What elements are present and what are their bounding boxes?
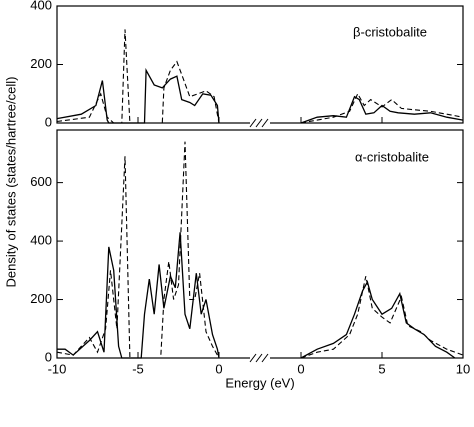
panel-label: α-cristobalite xyxy=(355,149,429,164)
x-tick-label: 10 xyxy=(456,361,470,376)
axis-break xyxy=(255,353,263,363)
y-tick-label: 0 xyxy=(45,349,52,364)
axis-break xyxy=(261,353,269,363)
dos-line xyxy=(57,232,220,359)
y-tick-label: 400 xyxy=(30,233,52,248)
axis-break xyxy=(261,118,269,128)
x-tick-label: 5 xyxy=(378,361,385,376)
dos-line xyxy=(300,95,464,124)
y-tick-label: 200 xyxy=(30,56,52,71)
y-axis-label: Density of states (states/hartree/cell) xyxy=(3,77,18,288)
axis-break xyxy=(255,118,263,128)
y-tick-label: 400 xyxy=(30,0,52,12)
dos-line xyxy=(56,141,220,359)
y-tick-label: 200 xyxy=(30,291,52,306)
y-tick-label: 0 xyxy=(45,114,52,129)
dos-line xyxy=(56,29,220,124)
axis-break-mask xyxy=(250,120,270,126)
panel-label: β-cristobalite xyxy=(353,24,427,39)
dos-line xyxy=(300,276,464,359)
dos-line xyxy=(56,67,220,124)
x-axis-label: Energy (eV) xyxy=(225,375,294,390)
x-tick-label: -5 xyxy=(132,361,144,376)
axis-break xyxy=(249,353,257,363)
y-tick-label: 600 xyxy=(30,174,52,189)
dos-line xyxy=(300,280,456,359)
x-tick-label: 0 xyxy=(215,361,222,376)
x-tick-label: -10 xyxy=(48,361,67,376)
dos-line xyxy=(300,92,464,124)
x-tick-label: 0 xyxy=(297,361,304,376)
axis-break xyxy=(249,118,257,128)
axis-break-mask xyxy=(250,355,270,361)
